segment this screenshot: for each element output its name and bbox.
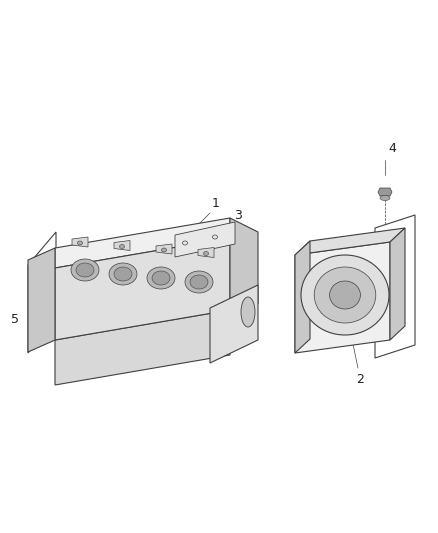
Polygon shape bbox=[295, 228, 405, 255]
Ellipse shape bbox=[76, 263, 94, 277]
Polygon shape bbox=[378, 188, 392, 196]
Ellipse shape bbox=[114, 267, 132, 281]
Polygon shape bbox=[55, 310, 230, 385]
Polygon shape bbox=[375, 215, 415, 358]
Ellipse shape bbox=[204, 252, 208, 255]
Polygon shape bbox=[72, 237, 88, 247]
Ellipse shape bbox=[330, 281, 360, 309]
Polygon shape bbox=[295, 241, 310, 353]
Polygon shape bbox=[210, 285, 258, 363]
Text: 1: 1 bbox=[212, 197, 220, 210]
Ellipse shape bbox=[147, 267, 175, 289]
Text: 4: 4 bbox=[388, 142, 396, 155]
Polygon shape bbox=[28, 232, 56, 353]
Text: 2: 2 bbox=[356, 373, 364, 386]
Ellipse shape bbox=[78, 241, 82, 245]
Ellipse shape bbox=[314, 267, 376, 323]
Text: 3: 3 bbox=[234, 209, 242, 222]
Polygon shape bbox=[390, 228, 405, 340]
Ellipse shape bbox=[380, 196, 390, 200]
Ellipse shape bbox=[120, 245, 124, 248]
Polygon shape bbox=[28, 248, 55, 352]
Polygon shape bbox=[114, 240, 130, 251]
Ellipse shape bbox=[301, 255, 389, 335]
Polygon shape bbox=[156, 244, 172, 254]
Polygon shape bbox=[230, 218, 258, 310]
Polygon shape bbox=[295, 242, 390, 353]
Polygon shape bbox=[55, 238, 230, 340]
Ellipse shape bbox=[190, 275, 208, 289]
Ellipse shape bbox=[185, 271, 213, 293]
Ellipse shape bbox=[152, 271, 170, 285]
Ellipse shape bbox=[241, 297, 255, 327]
Ellipse shape bbox=[71, 259, 99, 281]
Polygon shape bbox=[55, 218, 230, 268]
Polygon shape bbox=[198, 247, 214, 257]
Text: 5: 5 bbox=[11, 313, 19, 326]
Ellipse shape bbox=[162, 248, 166, 252]
Ellipse shape bbox=[109, 263, 137, 285]
Polygon shape bbox=[175, 222, 235, 257]
